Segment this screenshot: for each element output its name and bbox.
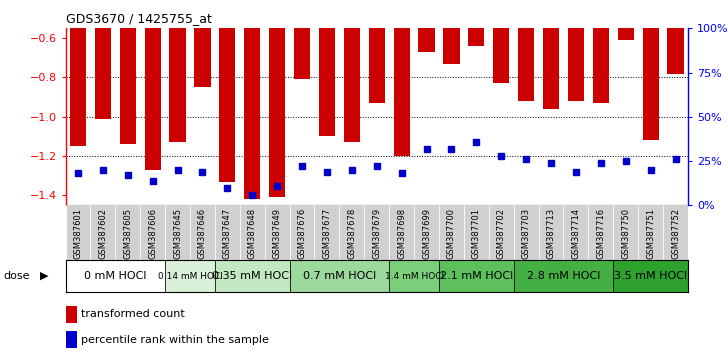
Bar <box>394 28 410 156</box>
Bar <box>269 28 285 198</box>
Bar <box>493 28 510 84</box>
Bar <box>468 28 484 46</box>
Text: GSM387703: GSM387703 <box>522 208 531 259</box>
Text: GSM387701: GSM387701 <box>472 208 480 259</box>
Bar <box>90 205 115 260</box>
Text: 0.7 mM HOCl: 0.7 mM HOCl <box>303 271 376 281</box>
Bar <box>613 260 688 292</box>
Text: GSM387750: GSM387750 <box>621 208 630 259</box>
Bar <box>663 205 688 260</box>
Bar <box>344 28 360 142</box>
Text: GSM387698: GSM387698 <box>397 208 406 259</box>
Text: 1.4 mM HOCl: 1.4 mM HOCl <box>384 272 443 281</box>
Text: GSM387647: GSM387647 <box>223 208 232 259</box>
Bar <box>70 28 86 146</box>
Bar <box>539 205 563 260</box>
Bar <box>165 205 190 260</box>
Bar <box>568 28 584 101</box>
Text: 2.1 mM HOCl: 2.1 mM HOCl <box>440 271 513 281</box>
Text: 0.35 mM HOCl: 0.35 mM HOCl <box>212 271 293 281</box>
Text: GSM387645: GSM387645 <box>173 208 182 259</box>
Bar <box>668 28 684 74</box>
Bar <box>588 205 613 260</box>
Text: GSM387716: GSM387716 <box>596 208 605 259</box>
Bar <box>290 205 314 260</box>
Text: 0 mM HOCl: 0 mM HOCl <box>84 271 146 281</box>
Bar <box>514 260 613 292</box>
Text: GSM387601: GSM387601 <box>74 208 82 259</box>
Text: GSM387677: GSM387677 <box>323 208 331 259</box>
Bar <box>219 28 235 182</box>
Text: GSM387602: GSM387602 <box>98 208 107 259</box>
Bar <box>339 205 364 260</box>
Bar <box>389 205 414 260</box>
Text: dose: dose <box>4 271 30 281</box>
Bar <box>593 28 609 103</box>
Bar <box>319 28 335 137</box>
Bar <box>488 205 514 260</box>
Bar <box>115 205 141 260</box>
Text: GSM387700: GSM387700 <box>447 208 456 259</box>
Text: transformed count: transformed count <box>81 309 185 319</box>
Text: GSM387713: GSM387713 <box>547 208 555 259</box>
Bar <box>314 205 339 260</box>
Bar <box>439 260 514 292</box>
Text: 0.14 mM HOCl: 0.14 mM HOCl <box>157 272 223 281</box>
Bar <box>290 260 389 292</box>
Bar <box>244 28 261 199</box>
Bar <box>66 331 76 348</box>
Text: ▶: ▶ <box>40 271 49 281</box>
Bar <box>66 205 90 260</box>
Bar <box>439 205 464 260</box>
Bar <box>95 28 111 119</box>
Bar <box>443 28 459 64</box>
Text: GSM387678: GSM387678 <box>347 208 356 259</box>
Bar <box>389 260 439 292</box>
Text: GDS3670 / 1425755_at: GDS3670 / 1425755_at <box>66 12 211 25</box>
Bar <box>638 205 663 260</box>
Bar <box>240 205 265 260</box>
Bar <box>294 28 310 79</box>
Bar <box>643 28 659 141</box>
Bar <box>141 205 165 260</box>
Bar <box>414 205 439 260</box>
Bar <box>265 205 290 260</box>
Bar <box>66 306 76 323</box>
Text: 3.5 mM HOCl: 3.5 mM HOCl <box>614 271 687 281</box>
Text: GSM387699: GSM387699 <box>422 208 431 259</box>
Bar <box>543 28 559 109</box>
Text: 2.8 mM HOCl: 2.8 mM HOCl <box>527 271 600 281</box>
Text: GSM387649: GSM387649 <box>273 208 282 259</box>
Text: GSM387679: GSM387679 <box>372 208 381 259</box>
Bar <box>165 260 215 292</box>
Bar <box>170 28 186 142</box>
Text: GSM387648: GSM387648 <box>248 208 257 259</box>
Text: GSM387702: GSM387702 <box>496 208 506 259</box>
Bar <box>514 205 539 260</box>
Bar <box>190 205 215 260</box>
Bar <box>364 205 389 260</box>
Text: GSM387752: GSM387752 <box>671 208 680 259</box>
Bar <box>419 28 435 52</box>
Text: GSM387751: GSM387751 <box>646 208 655 259</box>
Bar <box>518 28 534 101</box>
Text: GSM387606: GSM387606 <box>149 208 157 259</box>
Bar <box>215 205 240 260</box>
Bar <box>145 28 161 170</box>
Bar <box>613 205 638 260</box>
Text: GSM387714: GSM387714 <box>571 208 580 259</box>
Text: GSM387646: GSM387646 <box>198 208 207 259</box>
Bar <box>194 28 210 87</box>
Text: GSM387676: GSM387676 <box>298 208 306 259</box>
Bar <box>464 205 488 260</box>
Bar <box>66 260 165 292</box>
Text: percentile rank within the sample: percentile rank within the sample <box>81 335 269 345</box>
Bar <box>563 205 588 260</box>
Bar <box>617 28 634 40</box>
Text: GSM387605: GSM387605 <box>123 208 132 259</box>
Bar <box>368 28 385 103</box>
Bar <box>215 260 290 292</box>
Bar <box>119 28 136 144</box>
